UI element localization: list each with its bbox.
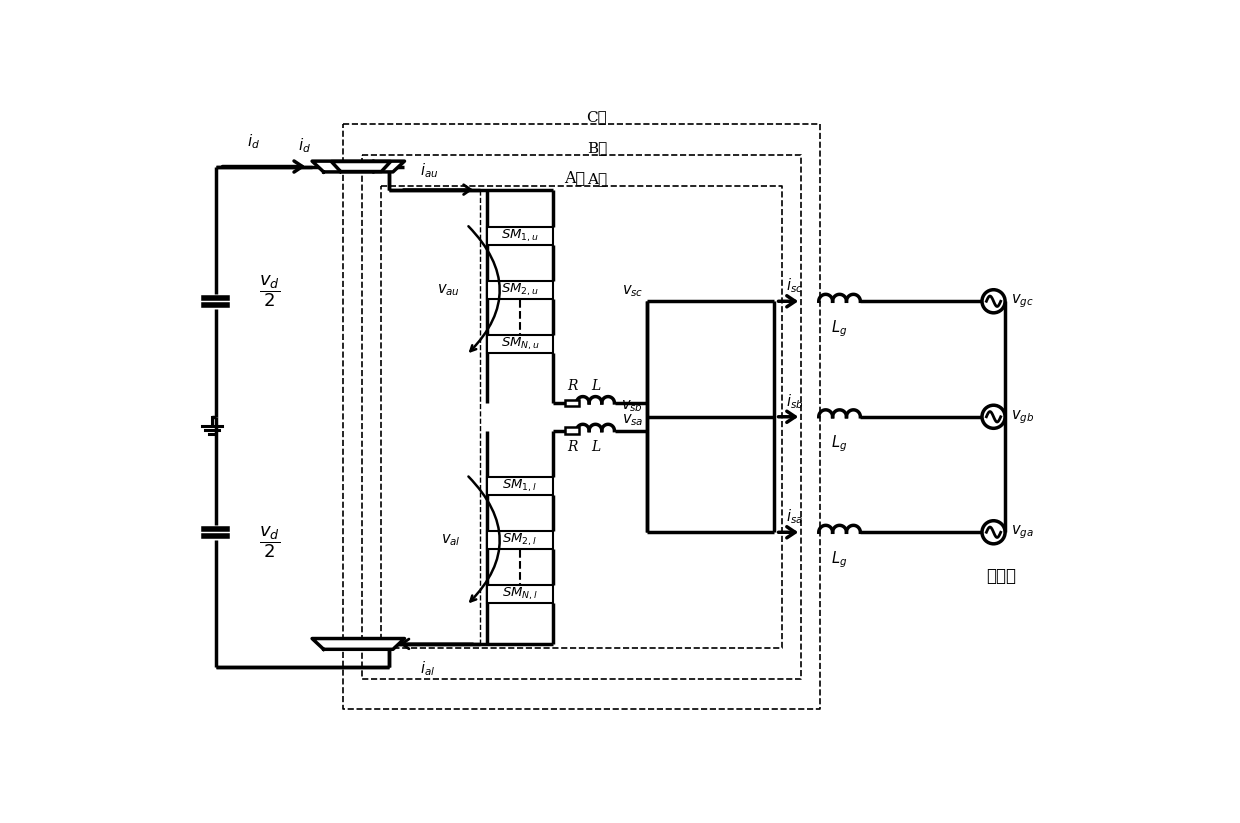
Text: $i_{sb}$: $i_{sb}$: [786, 392, 804, 411]
Bar: [487, 227, 553, 245]
Text: $i_{al}$: $i_{al}$: [420, 659, 435, 678]
Text: $v_{sa}$: $v_{sa}$: [621, 413, 644, 429]
Text: $SM_{2,u}$: $SM_{2,u}$: [501, 281, 539, 298]
Text: $L_g$: $L_g$: [832, 319, 848, 339]
Text: A相: A相: [564, 169, 585, 186]
Text: $v_{gb}$: $v_{gb}$: [1012, 408, 1034, 425]
Text: $L_g$: $L_g$: [832, 549, 848, 570]
Text: L: L: [590, 439, 600, 453]
Text: $\dfrac{v_d}{2}$: $\dfrac{v_d}{2}$: [259, 274, 280, 309]
Text: $v_{ga}$: $v_{ga}$: [1012, 523, 1034, 541]
Bar: [487, 531, 553, 549]
Text: $v_{sc}$: $v_{sc}$: [621, 283, 644, 299]
Text: C相: C相: [587, 110, 608, 124]
Text: $v_{sb}$: $v_{sb}$: [621, 399, 644, 415]
Text: $i_d$: $i_d$: [298, 137, 311, 155]
Text: $SM_{N,l}$: $SM_{N,l}$: [502, 586, 538, 602]
Text: $i_{sc}$: $i_{sc}$: [786, 277, 802, 295]
Text: $SM_{2,l}$: $SM_{2,l}$: [502, 532, 537, 548]
Text: B相: B相: [587, 141, 608, 155]
Text: 电网侧: 电网侧: [986, 567, 1017, 585]
Text: $v_{gc}$: $v_{gc}$: [1012, 292, 1034, 310]
Text: $SM_{1,l}$: $SM_{1,l}$: [502, 478, 537, 495]
Text: $\dfrac{v_d}{2}$: $\dfrac{v_d}{2}$: [259, 524, 280, 560]
Bar: [487, 477, 553, 495]
Text: L: L: [590, 379, 600, 393]
Polygon shape: [331, 161, 391, 171]
Polygon shape: [312, 639, 404, 649]
Polygon shape: [312, 161, 404, 172]
Text: R: R: [567, 439, 578, 453]
Bar: [565, 400, 579, 407]
Text: A相: A相: [587, 172, 608, 186]
Text: $v_{au}$: $v_{au}$: [438, 281, 460, 298]
Bar: [487, 335, 553, 353]
Bar: [487, 585, 553, 603]
Text: R: R: [567, 379, 578, 393]
Text: $i_{au}$: $i_{au}$: [420, 161, 438, 180]
Bar: [565, 427, 579, 434]
Text: $L_g$: $L_g$: [832, 434, 848, 454]
Text: $SM_{N,u}$: $SM_{N,u}$: [501, 336, 539, 351]
Text: $i_d$: $i_d$: [247, 133, 259, 151]
Text: $v_{al}$: $v_{al}$: [440, 532, 460, 548]
Text: $i_{sa}$: $i_{sa}$: [786, 508, 802, 526]
Bar: [487, 281, 553, 299]
Text: $SM_{1,u}$: $SM_{1,u}$: [501, 228, 539, 244]
